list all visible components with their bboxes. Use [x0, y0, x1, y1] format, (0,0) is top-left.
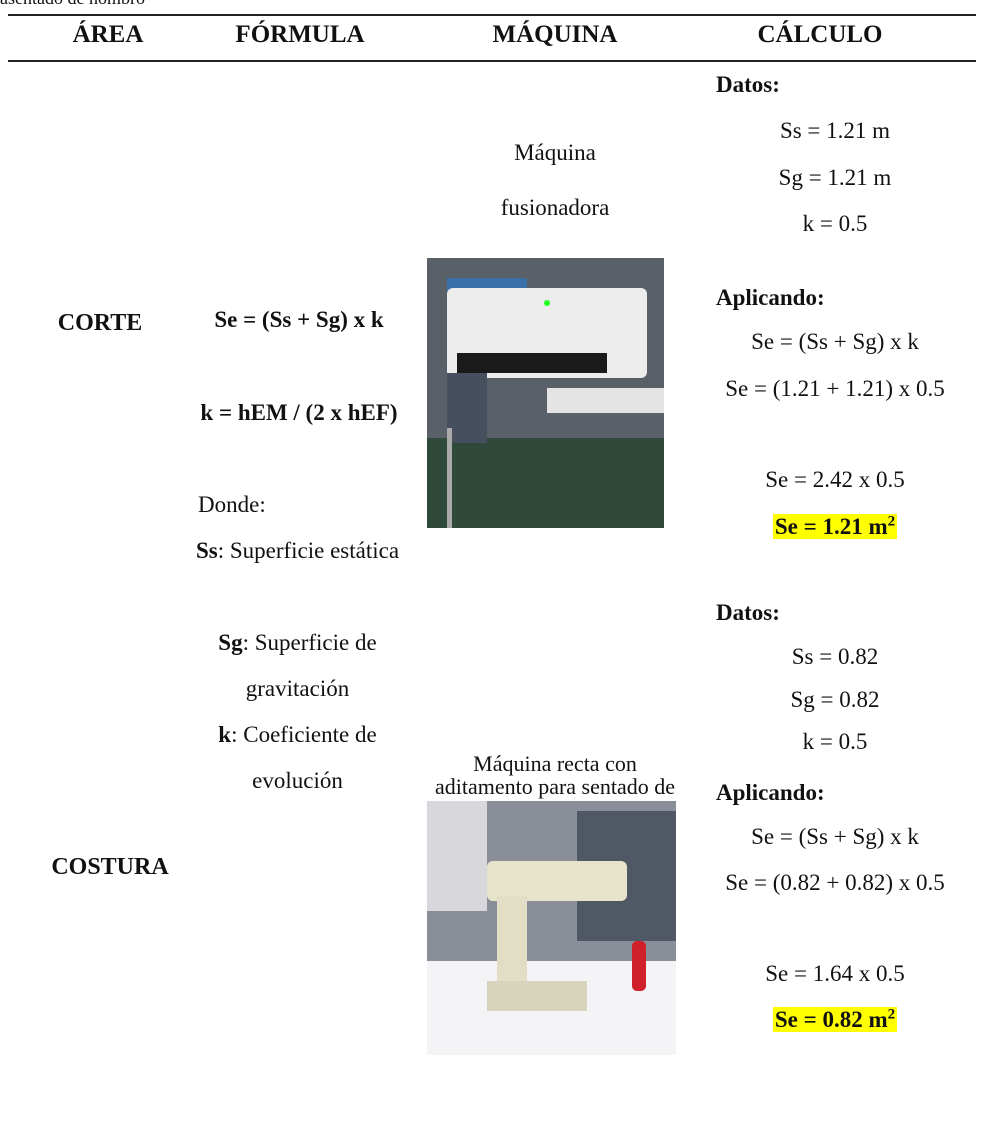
- result-line: Se = 0.82 m2: [700, 997, 970, 1043]
- data-line: k = 0.5: [802, 211, 868, 236]
- header-rule: [8, 60, 976, 62]
- data-line: Sg = 1.21 m: [778, 165, 892, 190]
- where-label: Donde:: [198, 492, 266, 517]
- data-label: Datos:: [716, 72, 780, 97]
- column-header: MÁQUINA: [492, 21, 618, 48]
- data-line: Ss = 0.82: [791, 644, 879, 669]
- area-label: CORTE: [57, 310, 143, 336]
- result-highlight: Se = 0.82 m2: [772, 1006, 898, 1032]
- formula: k = hEM / (2 x hEF): [200, 400, 398, 425]
- machine-name: Máquina fusionadora: [500, 140, 610, 220]
- column-header: ÁREA: [72, 21, 144, 48]
- definition-text: : Coeficiente de evolución: [231, 722, 377, 793]
- definition: k: Coeficiente de evolución: [185, 712, 410, 804]
- step-line: Se = 1.64 x 0.5: [765, 961, 905, 986]
- machine-name: Máquina recta con aditamento para sentad…: [434, 751, 676, 821]
- result-text: Se = 0.82 m: [774, 1007, 888, 1032]
- result-line: Se = 1.21 m2: [700, 504, 970, 550]
- data-line: k = 0.5: [802, 729, 868, 754]
- result-highlight: Se = 1.21 m2: [772, 513, 898, 539]
- column-header: CÁLCULO: [757, 21, 883, 48]
- machine-photo: [427, 801, 676, 1055]
- data-line: Ss = 1.21 m: [779, 118, 891, 143]
- data-line: Sg = 0.82: [790, 687, 880, 712]
- apply-label: Aplicando:: [716, 285, 825, 310]
- step-line: Se = (Ss + Sg) x k: [751, 329, 919, 354]
- term: k: [218, 722, 232, 747]
- definition: Sg: Superficie de gravitación: [185, 620, 410, 712]
- term: Ss: [195, 538, 218, 563]
- result-text: Se = 1.21 m: [774, 514, 888, 539]
- machine-photo: [427, 258, 664, 528]
- column-header: FÓRMULA: [235, 21, 365, 48]
- formula: Se = (Ss + Sg) x k: [214, 307, 384, 332]
- top-rule: [8, 14, 976, 16]
- definition-text: : Superficie estática: [217, 538, 400, 563]
- definition-text: : Superficie de gravitación: [242, 630, 377, 701]
- step-line: Se = 2.42 x 0.5: [765, 467, 905, 492]
- step-line: Se = (Ss + Sg) x k: [751, 824, 919, 849]
- result-exponent: 2: [887, 513, 896, 530]
- definition: Ss: Superficie estática: [185, 528, 410, 574]
- result-exponent: 2: [887, 1006, 896, 1023]
- apply-label: Aplicando:: [716, 780, 825, 805]
- step-line: Se = (0.82 + 0.82) x 0.5: [725, 870, 945, 895]
- term: Sg: [218, 630, 243, 655]
- data-label: Datos:: [716, 600, 780, 625]
- area-label: COSTURA: [51, 854, 169, 880]
- step-line: Se = (1.21 + 1.21) x 0.5: [725, 376, 945, 401]
